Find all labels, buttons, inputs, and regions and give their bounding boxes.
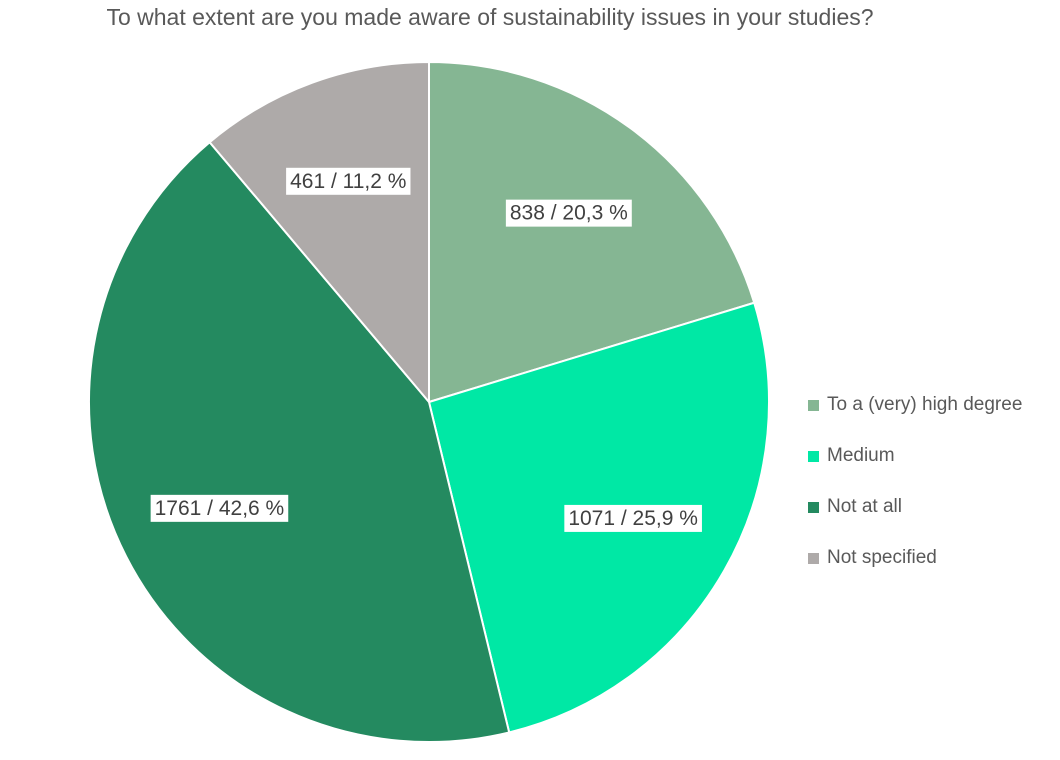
chart-title: To what extent are you made aware of sus… [106, 4, 874, 30]
legend-swatch [808, 399, 819, 411]
pie-data-labels: 838 / 20,3 % 1071 / 25,9 % 1761 / 42,6 % 46… [150, 167, 702, 532]
data-label-background [505, 199, 632, 227]
legend-item-not-at-all: Not at all [808, 492, 1022, 522]
legend-label: Not specified [827, 547, 937, 568]
legend-item-not-specified: Not specified [808, 543, 1022, 573]
data-label-background [564, 504, 702, 532]
legend-swatch [808, 552, 819, 564]
legend: To a (very) high degree Medium Not at al… [808, 390, 1022, 594]
data-label: 461 / 11,2 % [286, 167, 411, 195]
data-label: 1071 / 25,9 % [564, 504, 702, 532]
legend-swatch [808, 450, 819, 462]
legend-item-high-degree: To a (very) high degree [808, 390, 1022, 420]
slice-not-specified [208, 60, 430, 405]
pie-slices [88, 60, 770, 743]
legend-item-medium: Medium [808, 441, 1022, 471]
slice-not-at-all [88, 140, 511, 743]
legend-label: Medium [827, 445, 895, 466]
legend-label: Not at all [827, 496, 902, 517]
slice-high-degree [428, 60, 756, 404]
data-label-text: 1761 / 42,6 % [155, 497, 285, 520]
legend-label: To a (very) high degree [827, 394, 1023, 415]
data-label-text: 461 / 11,2 % [290, 170, 406, 193]
data-label-background [286, 167, 411, 195]
data-label: 838 / 20,3 % [505, 199, 632, 227]
legend-swatch [808, 501, 819, 513]
data-label-text: 838 / 20,3 % [510, 202, 628, 225]
data-label: 1761 / 42,6 % [150, 494, 289, 522]
data-label-background [150, 494, 289, 522]
data-label-text: 1071 / 25,9 % [568, 507, 698, 530]
